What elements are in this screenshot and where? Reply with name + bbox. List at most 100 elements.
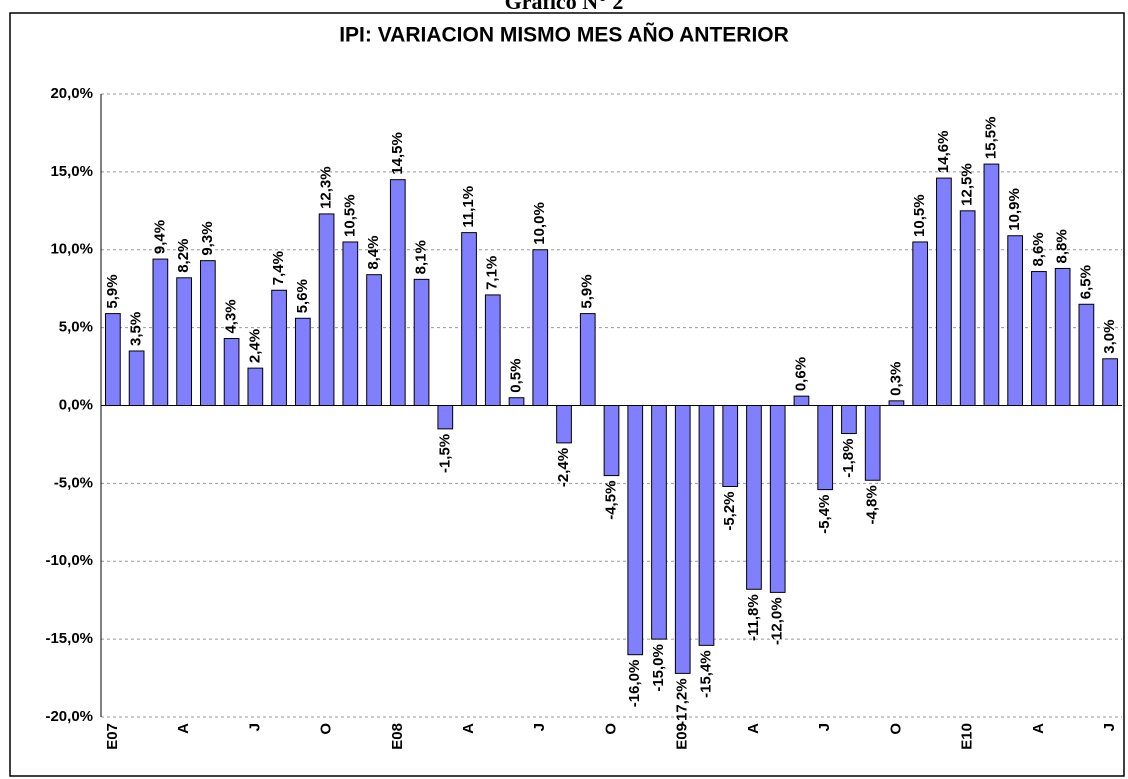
value-label: 0,5% xyxy=(507,359,524,393)
bar xyxy=(746,405,762,590)
x-tick-label: O xyxy=(602,723,619,735)
bar xyxy=(176,277,192,406)
value-label: -16,0% xyxy=(626,660,643,708)
x-tick-label: E09 xyxy=(674,723,691,750)
value-label: 11,1% xyxy=(460,186,477,228)
value-label: 14,6% xyxy=(935,131,952,174)
value-label: 7,4% xyxy=(270,251,287,285)
value-label: -15,0% xyxy=(650,644,667,692)
bar xyxy=(366,274,382,407)
y-tick-label: -15,0% xyxy=(45,630,93,647)
chart-title: IPI: VARIACION MISMO MES AÑO ANTERIOR xyxy=(339,24,789,47)
value-label: 5,6% xyxy=(294,279,311,313)
bar xyxy=(579,313,596,407)
bar xyxy=(674,405,691,674)
value-label: 5,9% xyxy=(579,274,596,308)
bar xyxy=(603,405,620,477)
y-tick-label: -5,0% xyxy=(54,474,93,491)
value-label: 2,4% xyxy=(246,329,263,363)
x-tick-label: A xyxy=(1030,723,1047,734)
value-label: 12,3% xyxy=(318,166,335,209)
x-tick-label: E08 xyxy=(389,723,406,750)
y-tick-label: 20,0% xyxy=(50,85,93,102)
value-label: 0,6% xyxy=(792,357,809,391)
value-label: -15,4% xyxy=(697,650,714,698)
value-label: -4,5% xyxy=(602,481,619,520)
bar xyxy=(461,232,477,406)
y-tick-label: 15,0% xyxy=(50,163,93,180)
x-tick-label: O xyxy=(318,723,335,735)
bar xyxy=(508,397,525,406)
bar xyxy=(318,213,335,406)
value-label: 10,9% xyxy=(1006,188,1023,231)
bar xyxy=(247,367,264,406)
bar xyxy=(1054,267,1071,406)
value-label: 9,4% xyxy=(151,220,168,254)
value-label: -4,8% xyxy=(864,485,881,524)
x-tick-label: J xyxy=(531,723,548,731)
bar xyxy=(769,405,786,593)
y-tick-label: 5,0% xyxy=(59,319,93,336)
bar xyxy=(888,400,905,407)
bar xyxy=(223,338,240,406)
value-label: -2,4% xyxy=(555,448,572,487)
bar xyxy=(817,405,834,491)
bar xyxy=(1102,358,1118,406)
x-tick-label: E10 xyxy=(959,723,976,750)
y-tick-label: -10,0% xyxy=(45,552,93,569)
value-label: 8,4% xyxy=(365,235,382,269)
x-tick-label: J xyxy=(1101,723,1118,731)
y-tick-label: 0,0% xyxy=(59,396,93,413)
bar xyxy=(698,405,715,646)
bar xyxy=(864,405,881,481)
bar xyxy=(389,179,406,406)
value-label: -17,2% xyxy=(674,678,691,726)
value-label: 9,3% xyxy=(199,221,216,255)
bar xyxy=(484,294,501,407)
value-label: -11,8% xyxy=(745,594,762,641)
bar xyxy=(722,405,739,487)
x-tick-label: A xyxy=(175,723,192,734)
bar xyxy=(936,177,952,406)
bar xyxy=(1031,271,1047,406)
value-label: 4,3% xyxy=(223,299,240,333)
bar xyxy=(841,405,857,435)
value-label: 3,0% xyxy=(1101,320,1118,354)
x-tick-label: J xyxy=(816,723,833,731)
bar xyxy=(1007,235,1024,406)
value-label: 8,8% xyxy=(1054,229,1071,263)
x-tick-label: E07 xyxy=(104,723,121,750)
bar xyxy=(271,289,287,406)
value-label: 10,5% xyxy=(911,194,928,237)
bar xyxy=(294,317,311,406)
bar xyxy=(959,210,976,406)
bar xyxy=(105,313,121,407)
y-tick-label: -20,0% xyxy=(45,708,93,725)
value-label: 5,9% xyxy=(104,274,121,308)
value-label: 7,1% xyxy=(484,256,501,290)
heading: Gráfico N° 2 xyxy=(505,0,624,14)
value-label: 10,0% xyxy=(531,202,548,245)
y-tick-label: 10,0% xyxy=(50,241,93,258)
value-label: 6,5% xyxy=(1077,265,1094,299)
bar xyxy=(793,395,810,406)
bar xyxy=(983,163,1000,406)
x-tick-label: A xyxy=(745,723,762,734)
x-tick-label: A xyxy=(460,723,477,734)
value-label: 8,2% xyxy=(175,239,192,273)
bar xyxy=(556,405,572,444)
x-tick-label: O xyxy=(887,723,904,735)
bar xyxy=(152,258,169,406)
bar xyxy=(532,249,549,406)
bar xyxy=(912,241,929,406)
value-label: 8,6% xyxy=(1030,232,1047,266)
bar xyxy=(413,278,430,406)
value-label: -5,2% xyxy=(721,491,738,530)
value-label: 10,5% xyxy=(341,194,358,237)
value-label: -5,4% xyxy=(816,495,833,534)
value-label: -1,8% xyxy=(840,439,857,478)
value-label: 15,5% xyxy=(982,117,999,160)
bar xyxy=(651,405,667,640)
value-label: 3,5% xyxy=(128,312,145,346)
